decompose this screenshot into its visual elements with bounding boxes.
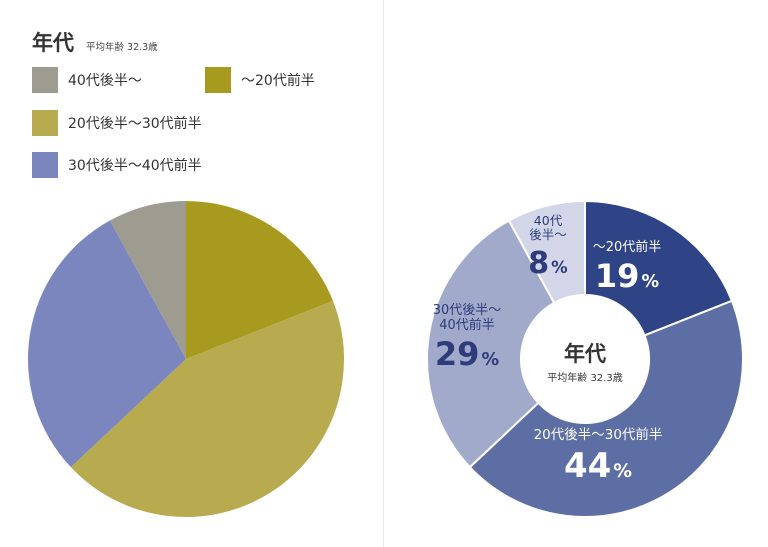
value-number: 19: [595, 257, 640, 295]
legend-item-40s-late: 40代後半～: [32, 67, 142, 93]
chart-header: 年代 平均年齢 32.3歳: [32, 27, 158, 57]
legend-item-20s-early: ～20代前半: [205, 67, 315, 93]
donut-slice-value: 44%: [564, 446, 632, 486]
donut-label-0: ～20代前半 19%: [593, 239, 662, 295]
chart-subtitle: 平均年齢 32.3歳: [86, 42, 158, 53]
value-number: 29: [435, 335, 480, 373]
legend-item-30s-late-40s-early: 30代後半～40代前半: [32, 152, 202, 178]
value-number: 8: [528, 246, 549, 281]
donut-label-2: 30代後半～40代前半 29%: [433, 303, 502, 373]
legend-label: 20代後半～30代前半: [68, 116, 202, 132]
legend-swatch: [32, 152, 58, 178]
donut-slice-name: 40代前半: [439, 317, 495, 333]
value-number: 44: [564, 446, 611, 486]
donut-label-3: 40代後半～ 8%: [528, 213, 568, 281]
legend-label: ～20代前半: [241, 73, 315, 89]
legend-label: 40代後半～: [68, 73, 142, 89]
value-unit: %: [551, 258, 568, 277]
legend-swatch: [32, 110, 58, 136]
value-unit: %: [613, 461, 632, 482]
legend-item-20s-late-30s-early: 20代後半～30代前半: [32, 110, 202, 136]
chart-title: 年代: [32, 31, 74, 55]
panel-divider: [383, 0, 384, 547]
pie-chart: [27, 201, 344, 518]
donut-slice-value: 29%: [435, 335, 500, 373]
value-unit: %: [641, 272, 659, 292]
pie-slice-0: [186, 201, 333, 359]
pie-slice-2: [27, 220, 186, 468]
donut-slice-name: 20代後半～30代前半: [534, 426, 663, 443]
donut-slice-name: ～20代前半: [593, 239, 662, 255]
donut-center-subtitle: 平均年齢 32.3歳: [547, 371, 622, 384]
donut-slice-3: [507, 199, 586, 305]
donut-slice-2: [426, 219, 556, 469]
donut-label-1: 20代後半～30代前半 44%: [534, 426, 663, 486]
donut-slice-value: 8%: [528, 246, 568, 281]
donut-slice-0: [584, 199, 734, 337]
donut-slice-1: [468, 299, 744, 518]
donut-chart-panel: ～20代前半 19% 20代後半～30代前半 44% 30代後半～ 40代前半 29% 40代…: [384, 0, 768, 547]
legend-swatch: [32, 67, 58, 93]
donut-slice-value: 19%: [595, 257, 660, 295]
pie-slice-1: [70, 300, 344, 518]
pie-slice-3: [109, 201, 186, 359]
donut-slice-name: 後半～: [529, 227, 567, 242]
legend-label: 30代後半～40代前半: [68, 158, 202, 174]
donut-center-title: 年代: [564, 342, 606, 366]
value-unit: %: [481, 350, 499, 370]
pie-chart-panel: 年代 平均年齢 32.3歳 40代後半～ ～20代前半 20代後半～30代前半 …: [0, 0, 383, 547]
donut-slice-name: 30代後半～: [433, 303, 502, 318]
donut-slice-name: 40代: [534, 213, 563, 228]
legend-swatch: [205, 67, 231, 93]
